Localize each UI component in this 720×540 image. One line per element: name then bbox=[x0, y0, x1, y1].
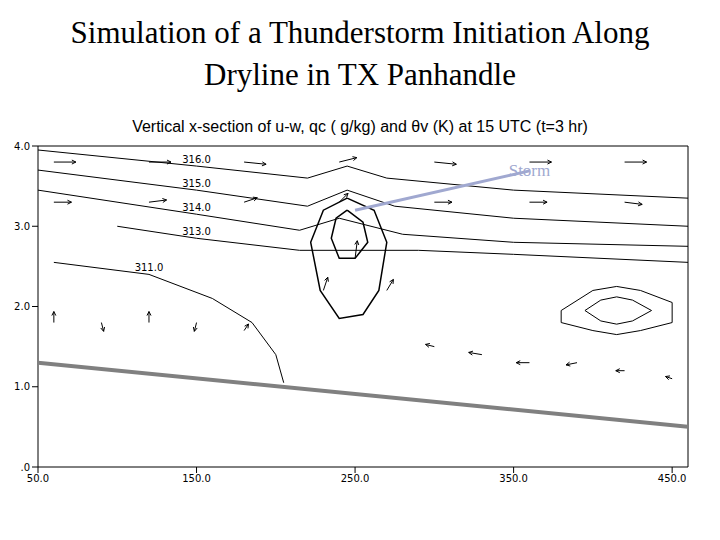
svg-text:3.0: 3.0 bbox=[14, 221, 30, 232]
svg-text:Storm: Storm bbox=[509, 161, 551, 180]
svg-text:2.0: 2.0 bbox=[14, 301, 30, 312]
html-text:Simulation of a Thunderstorm I: Simulation of a Thunderstorm Initiation … bbox=[70, 15, 650, 92]
svg-text:50.0: 50.0 bbox=[27, 473, 49, 484]
svg-text:4.0: 4.0 bbox=[14, 141, 30, 152]
html-text:Vertical x-section of u-w, qc: Vertical x-section of u-w, qc ( g/kg) an… bbox=[132, 118, 588, 135]
svg-text:311.0: 311.0 bbox=[135, 262, 164, 273]
svg-text:1.0: 1.0 bbox=[14, 381, 30, 392]
svg-text:250.0: 250.0 bbox=[341, 473, 370, 484]
svg-text:.0: .0 bbox=[20, 462, 30, 473]
svg-text:314.0: 314.0 bbox=[182, 202, 211, 213]
svg-text:315.0: 315.0 bbox=[182, 178, 211, 189]
svg-text:350.0: 350.0 bbox=[499, 473, 528, 484]
svg-text:316.0: 316.0 bbox=[182, 154, 211, 165]
svg-text:313.0: 313.0 bbox=[182, 226, 211, 237]
svg-text:150.0: 150.0 bbox=[182, 473, 211, 484]
svg-text:450.0: 450.0 bbox=[658, 473, 687, 484]
